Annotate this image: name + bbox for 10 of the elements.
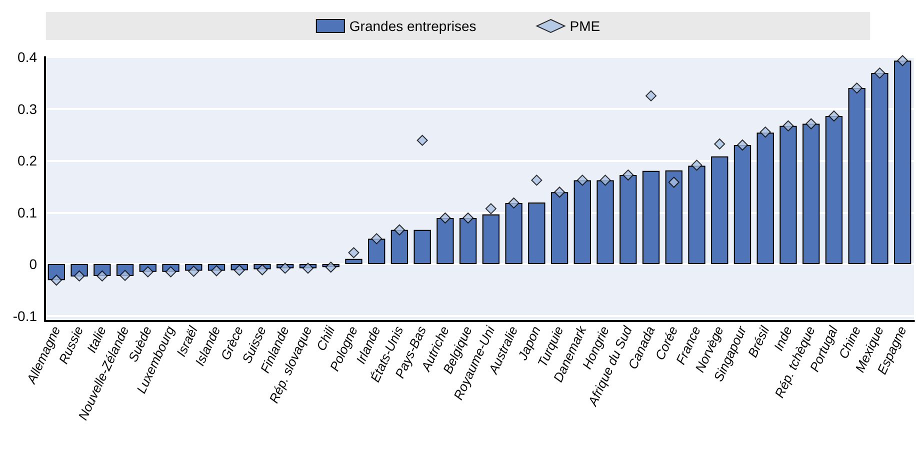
y-tick-label: 0.2	[18, 152, 38, 169]
y-tick-label: -0.1	[12, 308, 38, 324]
y-tick-label: 0.3	[18, 100, 38, 117]
legend-label: PME	[570, 18, 600, 34]
x-tick-label: Inde	[770, 324, 796, 354]
y-tick-label: 0	[29, 256, 38, 272]
y-tick-label: 0.1	[18, 204, 38, 220]
x-tick-label: Brésil	[744, 322, 773, 360]
legend-label: Grandes entreprises	[349, 18, 476, 34]
y-tick-label: 0.4	[18, 49, 38, 65]
